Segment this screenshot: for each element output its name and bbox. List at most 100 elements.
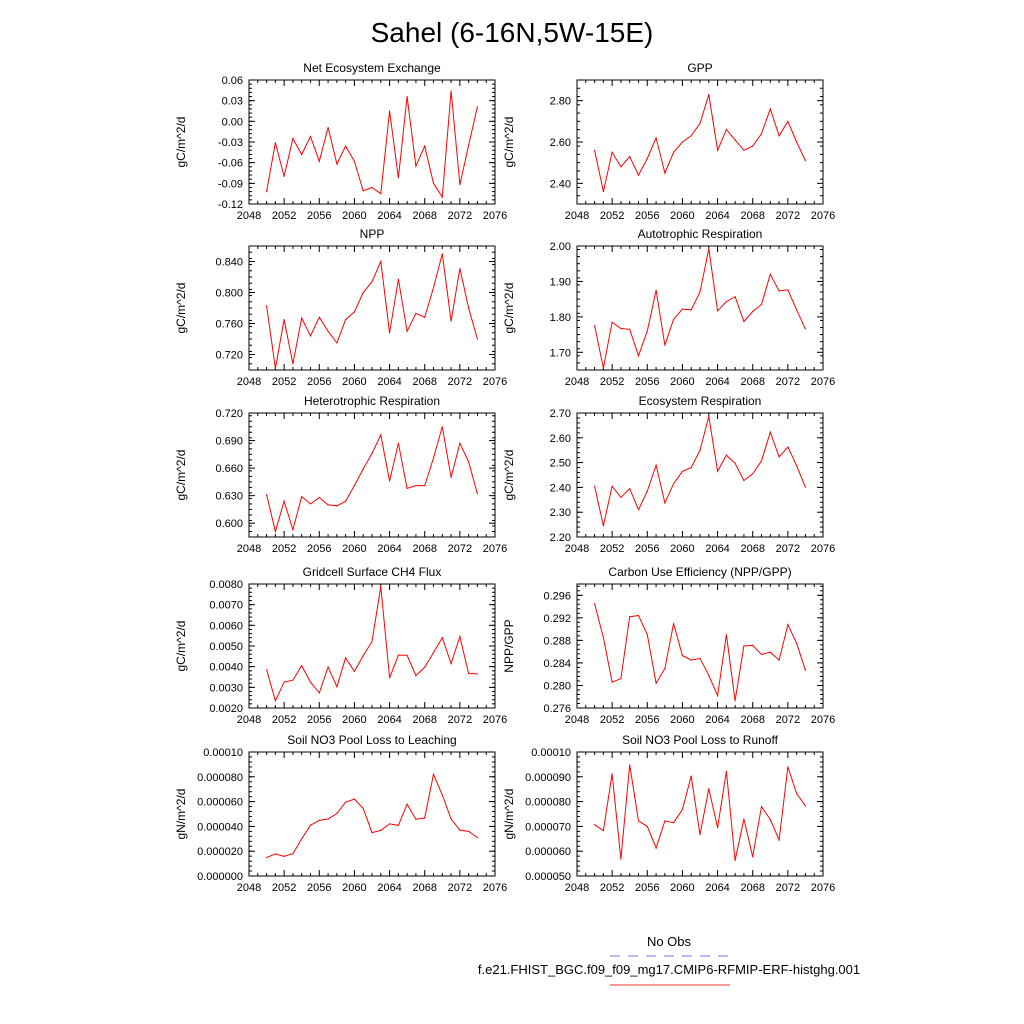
data-point <box>389 677 391 679</box>
x-tick-label: 2064 <box>377 882 401 894</box>
data-point <box>345 319 347 321</box>
x-tick-label: 2068 <box>740 376 764 388</box>
data-point <box>274 700 276 702</box>
data-point <box>804 805 807 807</box>
y-axis: 2.20 2.30 2.40 2.50 2.60 2.70 <box>550 408 823 544</box>
y-axis-label: gN/m^2/d <box>174 789 188 840</box>
data-point <box>362 291 364 294</box>
panel-8: 2048 2052 2056 2060 2064 2068 2072 20760.2760.2… <box>502 565 835 726</box>
data-point <box>468 144 470 146</box>
panel-2: 2048 2052 2056 2060 2064 2068 2072 2076 2.40 2.60… <box>502 61 835 222</box>
data-point <box>664 667 666 670</box>
data-point <box>345 500 347 502</box>
data-point <box>459 267 461 270</box>
data-point <box>362 655 364 657</box>
y-tick-label: 0.720 <box>215 350 243 362</box>
data-point <box>699 834 701 836</box>
data-point <box>708 93 710 96</box>
data-point <box>708 674 710 676</box>
y-tick-label: 1.80 <box>550 312 571 324</box>
data-point <box>424 485 426 487</box>
data-point <box>459 635 461 638</box>
y-tick-label: 0.0060 <box>209 620 243 632</box>
data-point <box>804 160 807 162</box>
data-point <box>769 108 771 110</box>
data-point <box>301 153 303 155</box>
x-tick-label: 2060 <box>342 882 366 894</box>
y-axis: 0.276 0.280 0.284 0.288 0.292 0.296 <box>543 585 823 715</box>
data-point <box>450 476 452 478</box>
data-point <box>345 801 347 803</box>
data-point <box>476 493 478 495</box>
data-point <box>371 186 373 189</box>
data-point <box>769 431 771 433</box>
data-point <box>752 310 754 313</box>
y-tick-label: 0.0030 <box>209 682 243 694</box>
data-point <box>594 325 596 327</box>
data-point <box>708 415 710 418</box>
series-line <box>266 586 478 703</box>
data-point <box>646 157 648 160</box>
y-axis-label: gC/m^2/d <box>174 621 188 672</box>
x-tick-label: 2048 <box>565 210 589 222</box>
x-tick-label: 2076 <box>811 376 835 388</box>
data-point <box>292 363 294 365</box>
data-point <box>804 328 807 330</box>
x-tick-label: 2056 <box>635 882 659 894</box>
panel-5: 2048 2052 2056 2060 2064 2068 2072 20760.6000.6… <box>174 394 507 555</box>
y-tick-label: 0.800 <box>215 288 243 300</box>
data-point <box>611 681 613 683</box>
y-tick-label: 0.03 <box>222 96 243 108</box>
data-point <box>673 318 675 320</box>
data-point <box>336 342 338 344</box>
y-tick-label: 0.0080 <box>209 579 243 591</box>
data-point <box>778 456 780 458</box>
data-point <box>664 820 666 822</box>
data-point <box>743 645 745 647</box>
data-point <box>389 332 391 334</box>
y-tick-label: 0.06 <box>222 75 243 87</box>
data-point <box>353 160 355 162</box>
data-point <box>274 142 276 144</box>
data-point <box>725 301 728 303</box>
data-point <box>397 442 399 444</box>
data-point <box>380 585 382 588</box>
data-point <box>620 678 622 680</box>
data-point <box>283 319 285 321</box>
data-point <box>415 312 417 314</box>
y-tick-label: 0.000020 <box>197 846 243 858</box>
data-points <box>594 764 807 862</box>
y-tick-label: 0.0050 <box>209 641 243 653</box>
data-point <box>594 485 596 487</box>
x-tick-label: 2064 <box>705 210 729 222</box>
x-tick-label: 2060 <box>670 882 694 894</box>
data-point <box>468 830 470 833</box>
y-tick-label: 0.0040 <box>209 662 243 674</box>
data-point <box>734 296 736 298</box>
y-axis: 0.0020 0.0030 0.0040 0.0050 0.0060 0.0070 0.00… <box>209 579 495 715</box>
data-point <box>629 764 631 766</box>
x-tick-label: 2076 <box>811 543 835 555</box>
x-axis: 2048 2052 2056 2060 2064 2068 2072 2076 <box>565 80 835 222</box>
panel-title: Ecosystem Respiration <box>639 394 762 408</box>
y-axis-label: gC/m^2/d <box>502 283 516 334</box>
data-point <box>406 95 408 98</box>
data-point <box>459 184 461 186</box>
data-point <box>476 837 478 839</box>
data-point <box>274 853 276 855</box>
data-point <box>708 248 710 250</box>
x-tick-label: 2068 <box>412 714 436 726</box>
data-points <box>594 248 807 369</box>
x-tick-label: 2048 <box>237 882 261 894</box>
data-point <box>406 330 408 332</box>
plot-frame <box>248 751 496 877</box>
data-point <box>760 460 763 462</box>
data-point <box>760 653 763 656</box>
y-tick-label: 0.000040 <box>197 821 243 833</box>
data-point <box>725 634 728 636</box>
data-point <box>397 654 399 656</box>
y-tick-label: 0.000080 <box>197 772 243 784</box>
data-point <box>699 122 701 124</box>
plot-frame <box>576 79 824 205</box>
data-point <box>301 838 303 840</box>
